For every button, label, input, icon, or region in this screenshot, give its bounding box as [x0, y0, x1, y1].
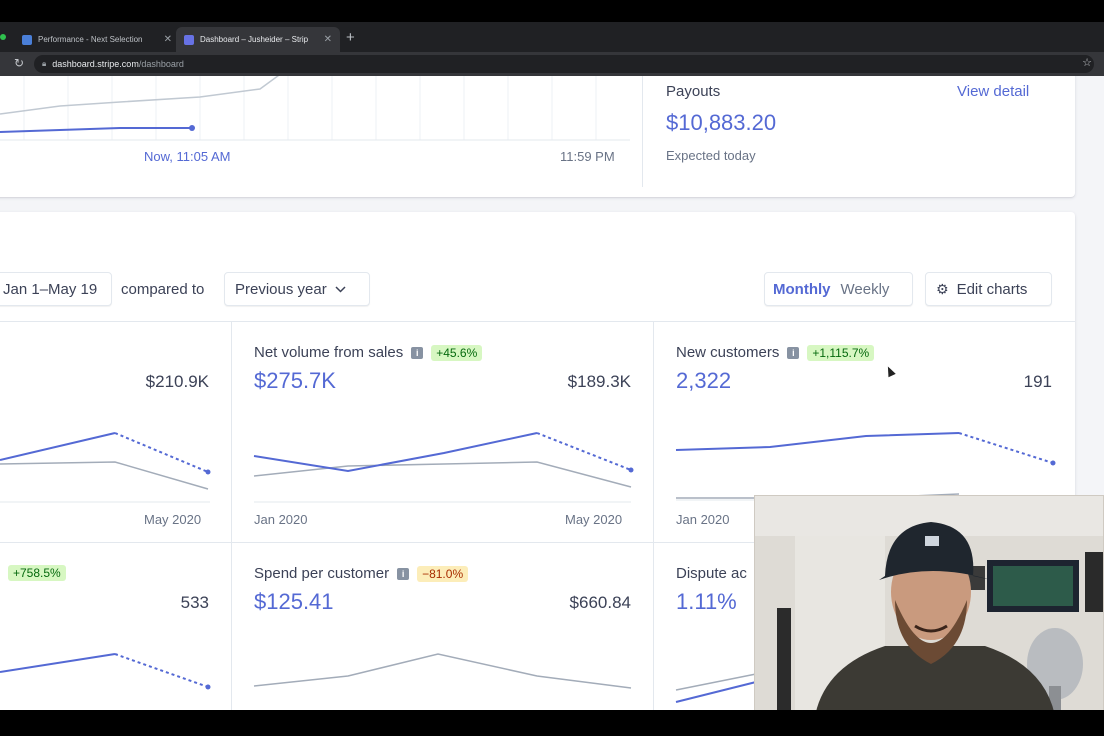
- date-range-label: Jan 1–May 19: [3, 280, 98, 298]
- lock-icon: 🔒︎: [42, 59, 47, 68]
- metric-badge: −81.0%: [417, 565, 469, 582]
- payouts-title: Payouts: [666, 83, 721, 100]
- end-time-label: 11:59 PM: [560, 149, 615, 164]
- address-bar[interactable]: 🔒︎ dashboard.stripe.com/dashboard: [34, 55, 1094, 73]
- metric-sparkline: [0, 653, 211, 690]
- metric-compare-value: $210.9K: [145, 372, 209, 391]
- compare-line: [253, 653, 632, 689]
- tile-grid-line: [0, 542, 1075, 543]
- metric-compare-value: 533: [180, 593, 209, 612]
- info-icon[interactable]: i: [397, 567, 410, 580]
- projected-line: [114, 432, 209, 473]
- metric-title-text: Spend per customer: [254, 565, 390, 582]
- weekly-option[interactable]: Weekly: [840, 280, 890, 298]
- today-chart: [0, 76, 630, 141]
- metric-sparkline: [0, 432, 211, 503]
- interval-toggle: Monthly Weekly: [764, 272, 913, 306]
- current-line: [253, 432, 538, 473]
- yesterday-line: [0, 76, 280, 115]
- metric-title-text: Net volume from sales: [254, 344, 404, 361]
- metric-badge: +45.6%: [431, 344, 483, 361]
- edit-charts-label: Edit charts: [956, 280, 1028, 298]
- metric-title-text: Dispute ac: [676, 565, 747, 582]
- current-line: [675, 681, 757, 703]
- compare-line: [253, 461, 632, 488]
- chevron-down-icon: [335, 285, 346, 293]
- tile-grid-line: [0, 321, 1075, 322]
- url-path: /dashboard: [138, 59, 184, 69]
- metric-sparkline: [675, 432, 1056, 501]
- current-line: [675, 432, 960, 451]
- now-time-label: Now, 11:05 AM: [144, 149, 231, 164]
- tab-title: Dashboard – Jusheider – Strip: [200, 35, 309, 44]
- metric-badge: +758.5%: [8, 565, 66, 581]
- payouts-amount: $10,883.20: [666, 110, 777, 135]
- browser-tab-performance[interactable]: Performance - Next Selection ✕: [14, 27, 180, 52]
- payouts-subtitle: Expected today: [666, 148, 756, 163]
- axis-start-label: Jan 2020: [676, 512, 730, 527]
- comparison-select[interactable]: Previous year: [224, 272, 370, 306]
- close-tab-icon[interactable]: ✕: [163, 34, 172, 45]
- current-line: [0, 653, 116, 673]
- webcam-overlay: [754, 495, 1104, 715]
- google-ads-favicon-icon: [22, 34, 32, 45]
- window-maximize-button[interactable]: [0, 34, 6, 40]
- browser-chrome: Performance - Next Selection ✕ Dashboard…: [0, 22, 1104, 76]
- today-line: [0, 127, 192, 133]
- metric-value: $275.7K: [254, 368, 336, 393]
- metric-badge: +1,115.7%: [807, 344, 875, 361]
- metric-sparkline: [253, 432, 634, 503]
- compare-line: [675, 673, 757, 691]
- metric-title: Net volume from sales i +45.6%: [254, 344, 483, 361]
- metric-compare-value: 191: [1023, 372, 1052, 391]
- tab-title: Performance - Next Selection: [38, 35, 143, 44]
- tile-grid-line: [653, 321, 654, 710]
- gear-icon: ⚙: [936, 280, 949, 297]
- metric-title: Dispute ac: [676, 565, 747, 582]
- bookmark-star-icon[interactable]: ☆: [1082, 57, 1092, 69]
- metric-title: Spend per customer i −81.0%: [254, 565, 469, 582]
- url-host: dashboard.stripe.com: [52, 59, 139, 69]
- metric-compare-value: $189.3K: [567, 372, 631, 391]
- comparison-label: Previous year: [235, 280, 327, 298]
- close-tab-icon[interactable]: ✕: [323, 34, 332, 45]
- axis-start-label: Jan 2020: [254, 512, 308, 527]
- metric-value: 2,322: [676, 368, 732, 393]
- monthly-option[interactable]: Monthly: [773, 280, 831, 298]
- now-point: [189, 125, 195, 131]
- presenter-video: [755, 496, 1103, 714]
- new-tab-button[interactable]: +: [346, 29, 355, 46]
- reload-icon[interactable]: ↻: [14, 56, 25, 70]
- browser-toolbar: ↻ 🔒︎ dashboard.stripe.com/dashboard ☆: [0, 52, 1104, 76]
- tile-grid-line: [231, 321, 232, 710]
- tab-strip: Performance - Next Selection ✕ Dashboard…: [0, 22, 1104, 52]
- date-range-picker[interactable]: Jan 1–May 19: [0, 272, 112, 306]
- projected-line: [536, 432, 632, 471]
- today-card: Now, 11:05 AM 11:59 PM Payouts View deta…: [0, 76, 1075, 197]
- screen-bottom-bar: [0, 710, 1104, 736]
- current-line: [0, 432, 116, 461]
- projected-line: [114, 653, 209, 688]
- browser-tab-dashboard[interactable]: Dashboard – Jusheider – Strip ✕: [176, 27, 340, 52]
- metric-sparkline: [253, 653, 632, 689]
- view-detail-link[interactable]: View detail: [957, 83, 1030, 100]
- axis-end-label: May 2020: [565, 512, 623, 527]
- compared-to-label: compared to: [121, 281, 205, 298]
- metric-value: 1.11%: [676, 589, 737, 614]
- metric-sparkline: [675, 673, 757, 703]
- info-icon[interactable]: i: [411, 346, 424, 359]
- edit-charts-button[interactable]: ⚙ Edit charts: [925, 272, 1052, 306]
- projected-line: [958, 432, 1054, 464]
- card-divider: [642, 76, 643, 187]
- metric-value: $125.41: [254, 589, 334, 614]
- compare-line: [0, 461, 209, 490]
- stripe-favicon-icon: [184, 34, 194, 45]
- metric-title: New customers i +1,115.7%: [676, 344, 875, 361]
- today-chart-gridlines: [0, 76, 630, 141]
- info-icon[interactable]: i: [787, 346, 800, 359]
- metric-title-text: New customers: [676, 344, 780, 361]
- axis-end-label: May 2020: [144, 512, 202, 527]
- metric-compare-value: $660.84: [569, 593, 631, 612]
